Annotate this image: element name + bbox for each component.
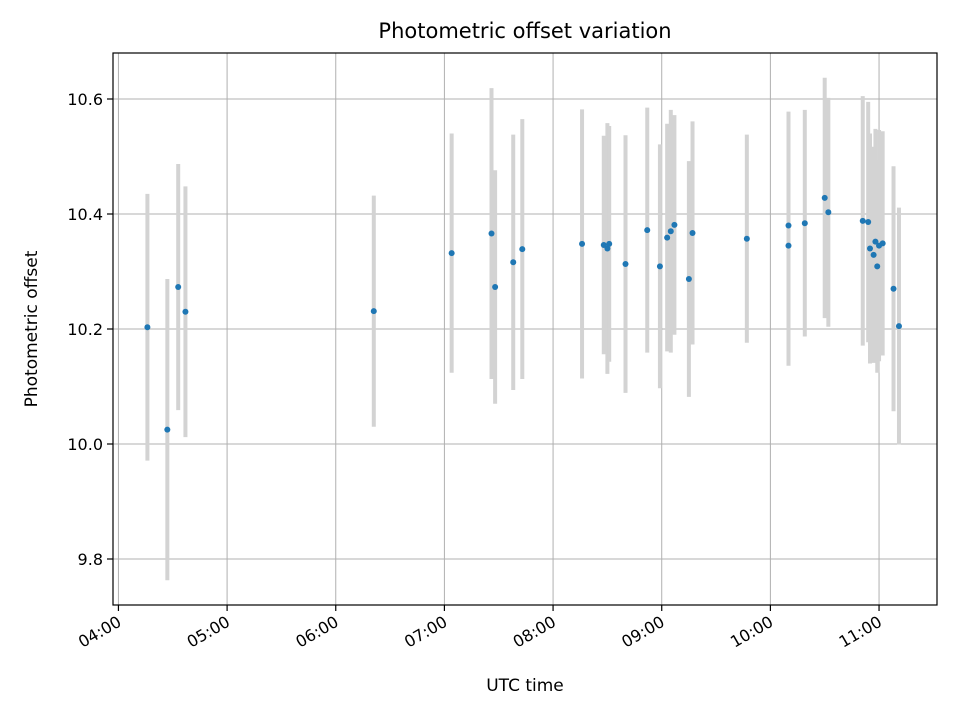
- y-axis-ticks: 9.8 10.0 10.2 10.4 10.6: [67, 90, 113, 569]
- data-point: [656, 263, 663, 270]
- data-point: [825, 209, 832, 216]
- data-point: [866, 245, 873, 252]
- y-tick-label: 10.0: [67, 435, 103, 454]
- data-point: [821, 194, 828, 201]
- data-point: [671, 221, 678, 228]
- data-point: [785, 242, 792, 249]
- data-point: [175, 284, 182, 291]
- x-axis-label: UTC time: [486, 676, 564, 696]
- data-point: [685, 275, 692, 282]
- data-point: [488, 230, 495, 237]
- data-point: [689, 229, 696, 236]
- y-axis-label: Photometric offset: [22, 250, 42, 407]
- data-point: [743, 235, 750, 242]
- chart-title: Photometric offset variation: [378, 19, 671, 43]
- y-tick-label: 10.4: [67, 205, 103, 224]
- data-point: [785, 222, 792, 229]
- data-point: [604, 245, 611, 252]
- data-point: [144, 324, 151, 331]
- data-point: [801, 220, 808, 227]
- data-point: [667, 228, 674, 235]
- data-point: [164, 426, 171, 433]
- data-point: [519, 246, 526, 253]
- data-point: [890, 285, 897, 292]
- data-point: [579, 240, 586, 247]
- data-point: [664, 234, 671, 241]
- data-point: [872, 238, 879, 245]
- data-point: [370, 308, 377, 315]
- y-tick-label: 10.2: [67, 320, 103, 339]
- data-point: [879, 240, 886, 247]
- data-point: [492, 284, 499, 291]
- data-point: [865, 219, 872, 226]
- y-tick-label: 10.6: [67, 90, 103, 109]
- data-point: [870, 251, 877, 258]
- data-point: [510, 259, 517, 266]
- data-point: [448, 250, 455, 257]
- data-point: [859, 217, 866, 224]
- data-point: [895, 323, 902, 330]
- data-point: [182, 308, 189, 315]
- data-point: [874, 263, 881, 270]
- data-points: [144, 194, 902, 433]
- data-point: [606, 240, 613, 247]
- data-point: [644, 227, 651, 234]
- data-point: [622, 261, 629, 268]
- y-tick-label: 9.8: [78, 550, 103, 569]
